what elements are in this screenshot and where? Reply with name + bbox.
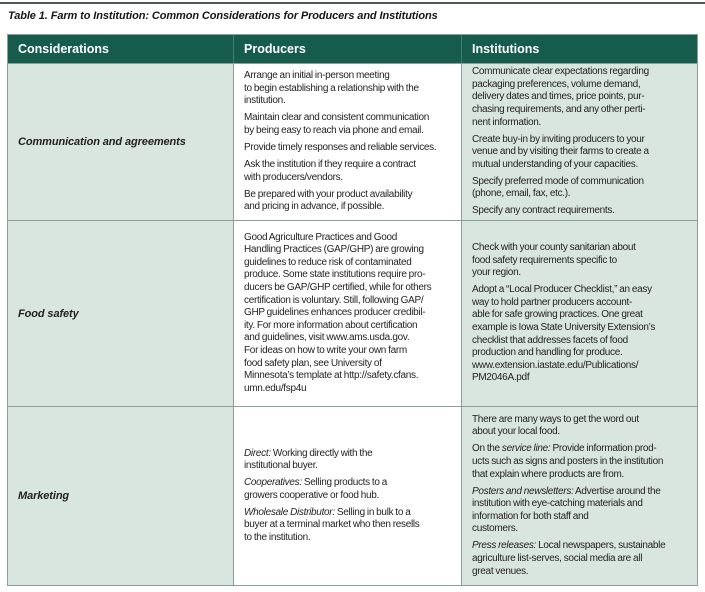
institution-point: Check with your county sanitarian about …: [472, 242, 636, 279]
row-food-safety-institutions-cell: Check with your county sanitarian about …: [462, 220, 697, 406]
producer-point: Wholesale Distributor: Selling in bulk t…: [244, 507, 455, 545]
institution-point: Posters and newsletters: Advertise aroun…: [472, 486, 691, 536]
producer-point: Ask the institution if they require a co…: [244, 158, 416, 183]
producer-point: Good Agriculture Practices and Good Hand…: [244, 231, 432, 394]
institution-point: There are many ways to get the word out …: [472, 413, 639, 438]
term-label: Wholesale Distributor:: [244, 506, 335, 518]
row-communication-label: Communication and agreements: [8, 63, 234, 220]
term-description: Advertise around the institution with ey…: [472, 485, 661, 535]
term-label: Press releases:: [472, 540, 537, 552]
term-label: Direct:: [244, 447, 271, 459]
producer-point: Provide timely responses and reliable se…: [244, 142, 437, 153]
row-communication-institutions-cell: Communicate clear expectations regarding…: [462, 63, 697, 220]
term-label: Cooperatives:: [244, 477, 302, 489]
row-marketing-label: Marketing: [8, 406, 234, 585]
institution-point: Press releases: Local newspapers, sustai…: [472, 540, 691, 578]
row-marketing-institutions-cell: There are many ways to get the word out …: [462, 406, 697, 585]
row-marketing-producers-cell: Direct: Working directly with the instit…: [234, 406, 462, 585]
producer-point: Maintain clear and consistent communicat…: [244, 112, 430, 137]
term-description: Provide information prod- ucts such as s…: [472, 443, 664, 480]
producer-point: Be prepared with your product availabili…: [244, 188, 413, 213]
institution-point: Adopt a “Local Producer Checklist,” an e…: [472, 284, 656, 384]
header-institutions: Institutions: [462, 35, 697, 63]
top-rule: [0, 2, 705, 4]
institution-point: Create buy-in by inviting producers to y…: [472, 133, 649, 170]
term-prefix: On the: [472, 443, 502, 455]
institution-point: Specify any contract requirements.: [472, 205, 615, 217]
row-food-safety-producers-cell: Good Agriculture Practices and Good Hand…: [234, 220, 462, 406]
term-description: Local newspapers, sustainable agricultur…: [472, 540, 666, 577]
row-communication-producers-cell: Arrange an initial in-person meeting to …: [234, 63, 462, 220]
producer-point: Cooperatives: Selling products to a grow…: [244, 477, 455, 502]
row-food-safety-label: Food safety: [8, 220, 234, 406]
institution-point: On the service line: Provide information…: [472, 443, 691, 481]
term-description: Selling products to a growers cooperativ…: [244, 477, 388, 501]
institution-point: Specify preferred mode of communication …: [472, 175, 644, 200]
header-producers: Producers: [234, 35, 462, 63]
table-title: Table 1. Farm to Institution: Common Con…: [8, 10, 438, 22]
term-label: Posters and newsletters:: [472, 485, 574, 497]
term-description: Working directly with the institutional …: [244, 447, 373, 472]
header-considerations: Considerations: [8, 35, 234, 63]
farm-to-institution-table: Considerations Producers Institutions Co…: [7, 34, 698, 586]
term-description: Selling in bulk to a buyer at a terminal…: [244, 506, 420, 543]
institution-point: Communicate clear expectations regarding…: [472, 66, 649, 128]
term-label: service line:: [501, 443, 551, 455]
producer-point: Arrange an initial in-person meeting to …: [244, 70, 419, 107]
producer-point: Direct: Working directly with the instit…: [244, 448, 455, 473]
